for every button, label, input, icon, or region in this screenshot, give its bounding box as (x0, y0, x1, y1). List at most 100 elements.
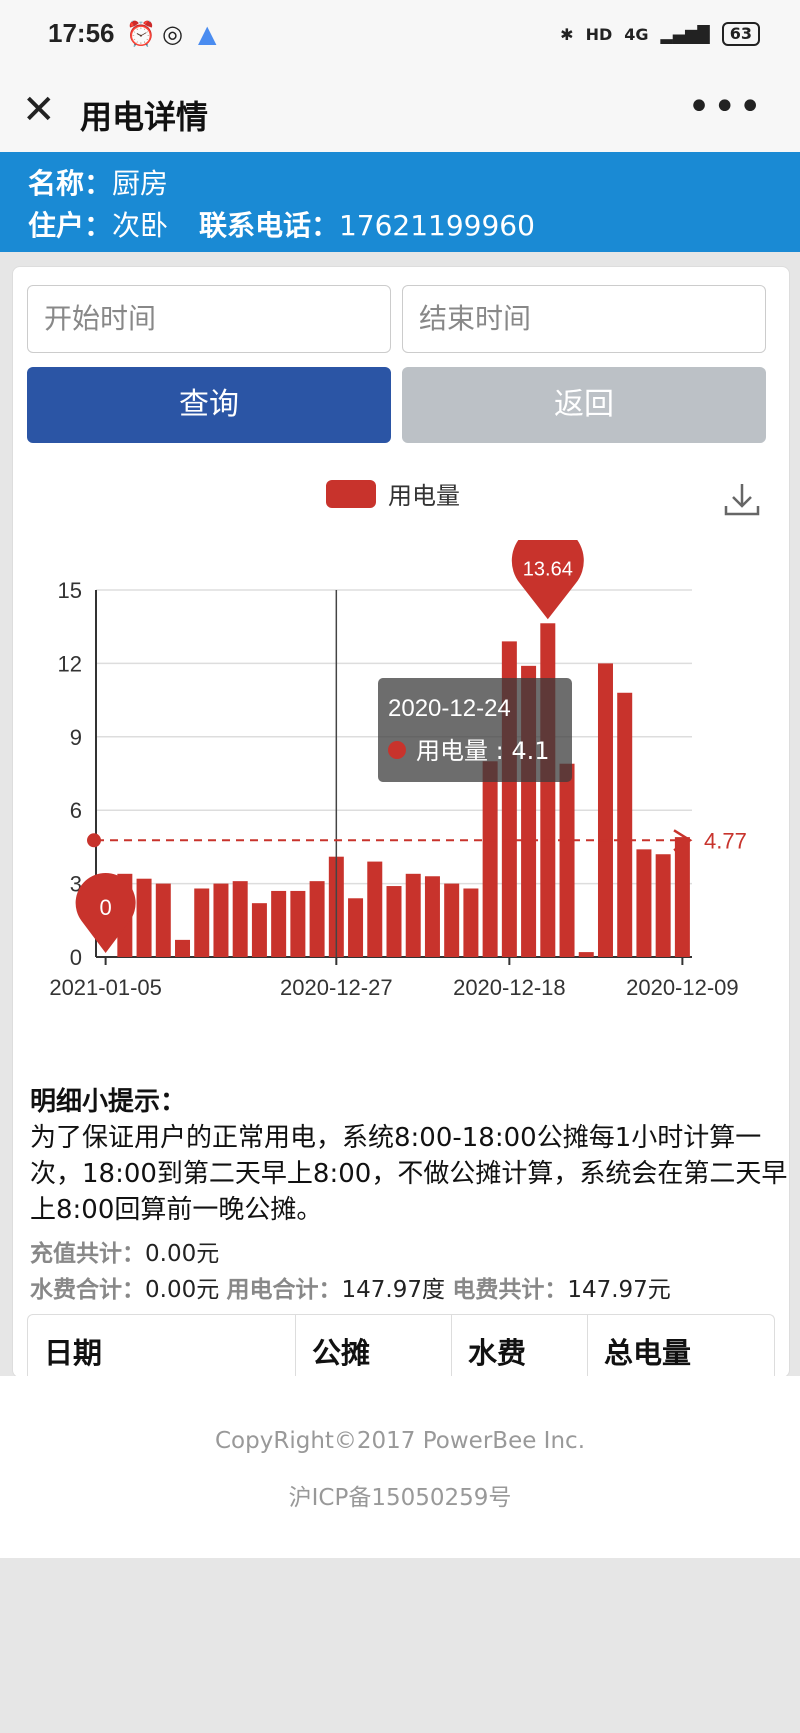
status-right: ✱ HD 4G ▂▄▆█ 63 (560, 22, 760, 46)
x-tick-label: 2020-12-27 (280, 975, 393, 1000)
x-tick-label: 2020-12-09 (626, 975, 739, 1000)
y-tick-label: 9 (70, 725, 82, 750)
close-icon[interactable]: ✕ (22, 87, 56, 133)
totals-summary: 水费合计：0.00元 用电合计：147.97度 电费共计：147.97元 (30, 1270, 671, 1304)
tooltip-box (378, 678, 572, 782)
bar (578, 952, 594, 957)
tips-section: 明细小提示： 为了保证用户的正常用电，系统8:00-18:00公摊每1小时计算一… (30, 1084, 790, 1228)
bar (194, 888, 210, 957)
fee-label: 电费共计： (452, 1277, 568, 1303)
bar (309, 881, 325, 957)
start-time-input[interactable]: 开始时间 (27, 285, 391, 353)
bar (367, 861, 383, 957)
detail-card (12, 266, 790, 1378)
back-button[interactable]: 返回 (402, 367, 766, 443)
x-tick-label: 2020-12-18 (453, 975, 566, 1000)
nav-bar: ✕ 用电详情 ••• (0, 70, 800, 152)
recharge-summary: 充值共计：0.00元 (30, 1234, 219, 1268)
tooltip-date: 2020-12-24 (388, 695, 511, 722)
bar (271, 890, 287, 957)
name-label: 名称： (28, 167, 113, 200)
water-value: 0.00元 (145, 1277, 220, 1303)
bar (136, 878, 152, 957)
resident-value: 次卧 (112, 209, 169, 242)
phone-value: 17621199960 (338, 209, 535, 242)
y-tick-label: 6 (70, 798, 82, 823)
water-label: 水费合计： (30, 1277, 145, 1303)
recharge-value: 0.00元 (145, 1241, 220, 1267)
recharge-label: 充值共计： (30, 1241, 145, 1267)
resident-row: 住户：次卧 联系电话：17621199960 (28, 204, 535, 244)
status-time: 17:56 (48, 18, 115, 48)
y-tick-label: 0 (70, 945, 82, 970)
min-marker-label: 0 (99, 895, 111, 920)
col-water: 水费 (452, 1315, 588, 1377)
col-shared: 公摊 (296, 1315, 452, 1377)
y-tick-label: 12 (58, 651, 82, 676)
average-start-dot (87, 833, 101, 848)
max-marker (511, 540, 584, 620)
x-tick-label: 2021-01-05 (49, 975, 162, 1000)
bar (175, 939, 191, 957)
bar (424, 876, 440, 957)
signal-bars-icon: ▂▄▆█ (660, 24, 710, 44)
bar (405, 873, 421, 957)
query-button[interactable]: 查询 (27, 367, 391, 443)
tooltip-series-dot (388, 741, 406, 759)
icp-text: 沪ICP备15050259号 (288, 1485, 512, 1511)
page-title: 用电详情 (80, 98, 209, 136)
bar (348, 898, 364, 957)
legend-label: 用电量 (388, 482, 460, 510)
bar (674, 837, 690, 957)
bar (155, 883, 171, 957)
more-menu-icon[interactable]: ••• (687, 84, 764, 130)
bar (617, 692, 633, 957)
bar (290, 890, 306, 957)
bar (482, 761, 498, 957)
bar (540, 623, 556, 957)
bar (232, 881, 248, 957)
network-hd-icon: HD (585, 24, 613, 44)
detail-table-header: 日期 公摊 水费 总电量 (27, 1314, 775, 1377)
end-time-input[interactable]: 结束时间 (402, 285, 766, 353)
alarm-icon: ⏰ (126, 20, 156, 48)
tooltip-value: 用电量 : 4.1 (416, 737, 550, 765)
bar (597, 663, 613, 957)
power-label: 用电合计： (226, 1277, 342, 1303)
bar (655, 854, 671, 957)
resident-label: 住户： (28, 209, 113, 242)
min-marker (75, 873, 136, 953)
tips-heading: 明细小提示： (30, 1087, 187, 1117)
status-bar: 17:56 ⏰ ◎ ▲ ✱ HD 4G ▂▄▆█ 63 (0, 0, 800, 70)
bar (251, 903, 267, 957)
bar (444, 883, 460, 957)
tips-body: 为了保证用户的正常用电，系统8:00-18:00公摊每1小时计算一次，18:00… (30, 1123, 788, 1225)
bar (636, 849, 652, 957)
average-label: 4.77 (704, 828, 747, 853)
fee-value: 147.97元 (567, 1277, 671, 1303)
app-icon: ▲ (198, 20, 217, 48)
info-banner: 名称：厨房 住户：次卧 联系电话：17621199960 (0, 152, 800, 252)
bar (386, 886, 402, 957)
col-total-power: 总电量 (604, 1336, 692, 1370)
sync-icon: ◎ (162, 20, 183, 48)
phone-label: 联系电话： (198, 209, 339, 242)
name-value: 厨房 (112, 167, 169, 200)
bar (463, 888, 479, 957)
battery-icon: 63 (721, 22, 760, 46)
power-value: 147.97度 (341, 1277, 446, 1303)
y-tick-label: 15 (58, 578, 82, 603)
average-arrow (673, 829, 693, 852)
footer: CopyRight©2017 PowerBee Inc. 沪ICP备150502… (0, 1376, 800, 1558)
name-row: 名称：厨房 (28, 162, 168, 202)
bar (559, 763, 575, 957)
col-date: 日期 (28, 1315, 296, 1377)
legend-swatch (326, 479, 376, 508)
chart-legend[interactable]: 用电量 (326, 476, 460, 511)
copyright-text: CopyRight©2017 PowerBee Inc. (215, 1428, 585, 1454)
download-icon[interactable] (722, 480, 762, 520)
bar (213, 883, 229, 957)
bluetooth-icon: ✱ (560, 24, 574, 44)
max-marker-label: 13.64 (523, 558, 573, 580)
